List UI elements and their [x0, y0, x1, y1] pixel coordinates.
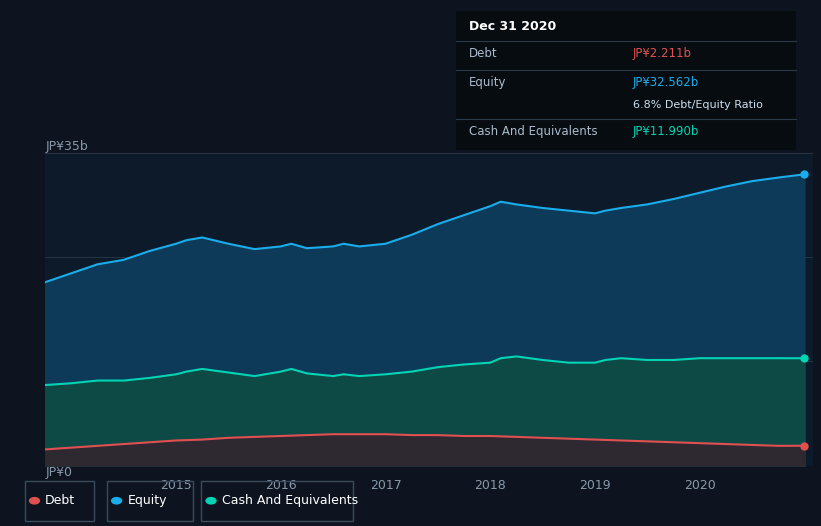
Text: Dec 31 2020: Dec 31 2020 — [470, 21, 557, 33]
Text: 6.8% Debt/Equity Ratio: 6.8% Debt/Equity Ratio — [633, 100, 763, 110]
Text: Equity: Equity — [127, 494, 167, 507]
Text: JP¥35b: JP¥35b — [45, 139, 88, 153]
Text: JP¥2.211b: JP¥2.211b — [633, 47, 692, 60]
Text: Debt: Debt — [470, 47, 498, 60]
Text: Cash And Equivalents: Cash And Equivalents — [222, 494, 358, 507]
Text: Debt: Debt — [45, 494, 76, 507]
Text: Equity: Equity — [470, 76, 507, 89]
Text: Cash And Equivalents: Cash And Equivalents — [470, 125, 598, 138]
Text: JP¥32.562b: JP¥32.562b — [633, 76, 699, 89]
Text: JP¥11.990b: JP¥11.990b — [633, 125, 699, 138]
Text: JP¥0: JP¥0 — [45, 466, 72, 479]
